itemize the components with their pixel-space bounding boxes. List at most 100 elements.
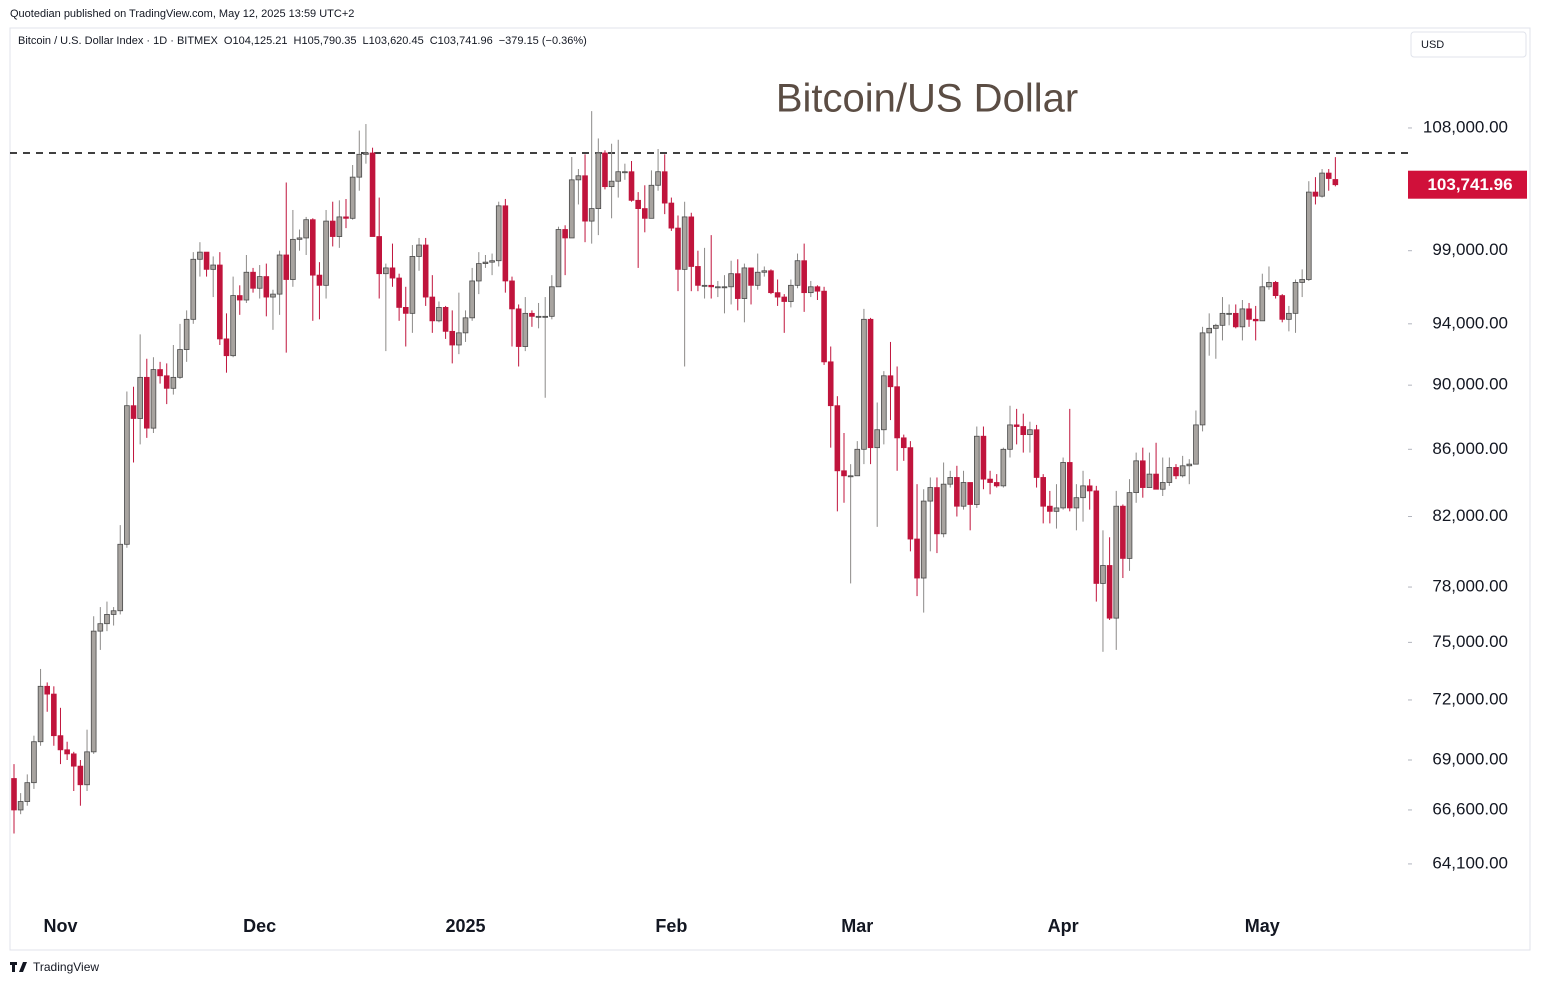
candle-body: [1246, 308, 1252, 320]
candle-body: [768, 270, 774, 294]
candle-body: [1159, 482, 1166, 490]
candle-body: [522, 312, 529, 347]
candle-body: [854, 448, 861, 477]
y-tick-label: 69,000.00: [1432, 749, 1508, 768]
candle-body: [436, 307, 442, 322]
candle-body: [1093, 490, 1100, 584]
x-tick-label: 2025: [445, 916, 485, 936]
candle-body: [1252, 318, 1259, 322]
candle-body: [296, 237, 303, 240]
chart-frame: [9, 27, 1531, 951]
candle-body: [110, 610, 117, 615]
candle-body: [861, 318, 867, 450]
candle-body: [17, 801, 24, 811]
candle-body: [562, 229, 568, 239]
logo-mark: [19, 962, 27, 972]
candle-body: [323, 220, 329, 286]
candle-body: [549, 286, 555, 317]
candle-body: [509, 280, 515, 310]
candle-body: [329, 220, 336, 237]
candle-body: [37, 685, 44, 743]
candle-body: [230, 295, 236, 357]
candle-body: [64, 749, 70, 755]
candle-body: [907, 447, 914, 540]
ohlc-key: O: [224, 35, 233, 47]
candle-body: [628, 171, 635, 201]
candle-body: [1206, 327, 1213, 334]
candle-body: [1292, 282, 1299, 314]
candle-body: [1153, 473, 1159, 490]
currency[interactable]: USD: [1421, 39, 1444, 51]
candle-body: [376, 236, 382, 275]
candle-body: [1325, 172, 1332, 179]
candle-body: [934, 487, 940, 535]
candle-body: [847, 475, 854, 478]
last-price-label: 103,741.96: [1427, 175, 1512, 194]
candle-body: [668, 202, 675, 229]
candle-body: [542, 315, 548, 318]
candle-body: [695, 266, 701, 286]
candle-body: [1219, 312, 1226, 326]
y-tick-label: 82,000.00: [1432, 506, 1508, 525]
candle-body: [940, 483, 947, 535]
candle-body: [77, 765, 84, 786]
candle-body: [203, 251, 210, 270]
candle-body: [309, 219, 316, 276]
y-tick-label: 90,000.00: [1432, 375, 1508, 394]
logo-mark: [12, 962, 15, 972]
candle-body: [190, 258, 197, 320]
candle-body: [1047, 505, 1053, 512]
candle-body: [675, 227, 681, 270]
candle-body: [303, 219, 309, 239]
y-tick-label: 99,000.00: [1432, 240, 1508, 259]
change: −379.15 (−0.36%): [499, 35, 587, 47]
x-tick-label: Nov: [43, 916, 77, 936]
candle-body: [1312, 191, 1319, 197]
candle-body: [429, 296, 436, 322]
candle-body: [383, 267, 389, 275]
candle-body: [84, 751, 90, 786]
candle-body: [781, 296, 788, 302]
candle-body: [1266, 282, 1272, 288]
candle-body: [137, 376, 143, 419]
candle-body: [1113, 505, 1120, 619]
candle-body: [250, 271, 256, 289]
candle-body: [290, 238, 296, 280]
candle-body: [821, 290, 827, 363]
candle-body: [1226, 312, 1232, 315]
candle-body: [881, 375, 887, 431]
candle-body: [529, 312, 535, 317]
candle-body: [834, 405, 841, 472]
candle-body: [1027, 429, 1033, 436]
candle-body: [31, 741, 37, 784]
brand-logo[interactable]: TradingView: [10, 960, 99, 974]
candle-body: [814, 286, 821, 292]
candle-body: [874, 429, 880, 449]
candle-body: [1166, 467, 1173, 483]
candle-body: [794, 260, 801, 286]
ohlc-value: 104,125.21: [232, 35, 287, 47]
candle-body: [177, 349, 183, 378]
candle-body: [894, 386, 900, 439]
candle-body: [422, 244, 429, 298]
currency-button[interactable]: [1410, 31, 1527, 58]
candle-body: [661, 171, 668, 204]
candle-body: [97, 623, 104, 632]
candle-body: [1066, 462, 1073, 509]
candle-body: [608, 180, 615, 188]
candle-body: [801, 260, 807, 294]
candle-body: [1239, 308, 1246, 328]
candle-body: [1306, 191, 1312, 280]
candle-body: [276, 254, 283, 295]
candle-body: [1193, 424, 1199, 465]
brand[interactable]: TradingView: [33, 960, 99, 974]
x-tick-label: Apr: [1048, 916, 1079, 936]
candle-body: [967, 482, 973, 505]
candle-body: [582, 175, 588, 222]
candle-body: [841, 470, 847, 477]
candle-body: [1073, 497, 1080, 509]
publisher: Quotedian published on TradingView.com, …: [10, 8, 354, 20]
candle-body: [1106, 565, 1113, 619]
candle-body: [442, 307, 449, 332]
last-price-box: [1408, 170, 1527, 199]
